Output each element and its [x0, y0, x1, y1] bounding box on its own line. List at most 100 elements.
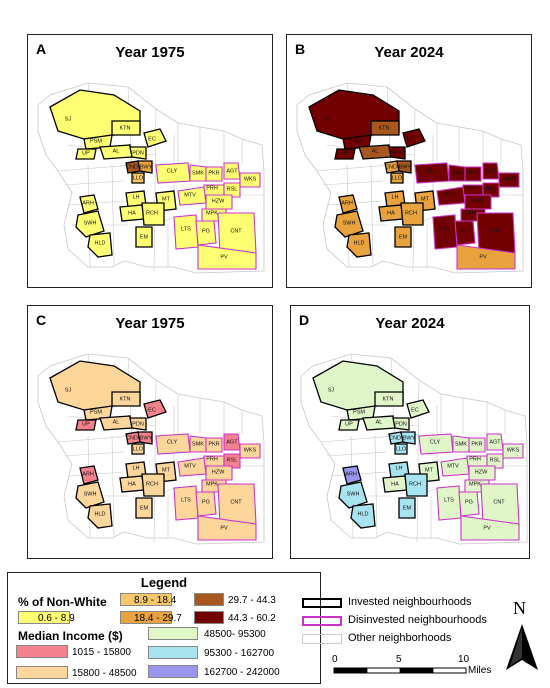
neighbourhood-pkr — [468, 437, 486, 453]
neighbourhood-label: ARH — [345, 471, 357, 477]
neighbourhood-em — [398, 497, 416, 519]
nonwhite-swatch — [18, 611, 70, 624]
neighbourhood-label: PSM — [353, 409, 365, 415]
neighbourhood-label: EC — [411, 407, 419, 413]
neighbourhood-ktn — [111, 120, 141, 136]
neighbourhood-bwy — [400, 431, 416, 445]
neighbourhood-label: HZW — [475, 469, 488, 475]
neighbourhood-label: BWY — [403, 435, 416, 441]
neighbourhood-label: CND — [126, 435, 138, 441]
nonwhite-class-label: 8.9 - 18.4 — [134, 595, 177, 606]
neighbourhood-pkr — [205, 166, 223, 182]
neighbourhood-label: CLY — [426, 168, 437, 174]
income-class-label: 15800 - 48500 — [72, 668, 137, 679]
neighbourhood-label: AGT — [226, 439, 238, 445]
neighbourhood-label: CND — [126, 164, 138, 170]
neighbourhood-label: RCH — [409, 481, 421, 487]
neighbourhood-label: LTS — [444, 497, 454, 503]
panel-label: D — [299, 312, 310, 328]
neighbourhood-label: PKR — [471, 441, 482, 447]
other-neighbourhood-boundary — [370, 164, 374, 266]
income-class-label: 95300 - 162700 — [204, 648, 275, 659]
other-neighbourhood-boundary — [111, 164, 115, 266]
neighbourhood-pdn — [129, 146, 147, 160]
neighbourhood-label: UP — [82, 150, 90, 156]
neighbourhood-label: KTN — [120, 125, 131, 131]
neighbourhood-label: PG — [202, 228, 210, 234]
income-swatch — [148, 646, 198, 659]
neighbourhood-ktn — [111, 391, 141, 407]
neighbourhood-label: CLY — [167, 168, 178, 174]
neighbourhood-hzw — [205, 465, 233, 481]
neighbourhood-label: PKR — [208, 170, 219, 176]
neighbourhood-label: CND — [385, 164, 397, 170]
neighbourhood-pdn — [388, 146, 406, 160]
other-neighbourhood-boundary — [322, 180, 384, 186]
neighbourhood-label: SWH — [343, 220, 356, 226]
income-swatch — [16, 645, 68, 658]
neighbourhood-label: ARH — [82, 200, 94, 206]
neighbourhood-llo — [390, 172, 404, 184]
nonwhite-swatch — [120, 611, 172, 624]
neighbourhood-label: HA — [391, 481, 399, 487]
neighbourhood-wks — [502, 443, 524, 459]
legend-title: Legend — [140, 575, 188, 590]
neighbourhood-label: SMK — [451, 170, 463, 176]
other-boundary-swatch — [302, 634, 342, 644]
neighbourhood-label: UP — [341, 150, 349, 156]
neighbourhood-pg — [195, 220, 217, 246]
income-swatch — [148, 627, 198, 640]
invested-boundary-label: Invested neighbourhoods — [348, 596, 472, 608]
neighbourhood-hld — [346, 232, 372, 258]
neighbourhood-label: LH — [132, 194, 139, 200]
neighbourhood-label: HLD — [357, 511, 368, 517]
neighbourhood-label: AL — [376, 419, 383, 425]
neighbourhood-hld — [87, 232, 113, 258]
neighbourhood-label: SJ — [65, 387, 72, 393]
neighbourhood-up — [75, 419, 97, 431]
neighbourhood-label: HLD — [94, 511, 105, 517]
neighbourhood-label: MTV — [443, 192, 455, 198]
neighbourhood-label: EM — [140, 234, 149, 240]
disinvested-boundary-swatch — [302, 616, 342, 626]
neighbourhood-label: WKS — [503, 176, 516, 182]
neighbourhood-label: CND — [389, 435, 401, 441]
neighbourhood-label: CNT — [230, 499, 242, 505]
neighbourhood-label: HZW — [471, 198, 484, 204]
disinvested-boundary-label: Disinvested neighbourhoods — [348, 614, 487, 626]
neighbourhood-label: SMK — [192, 170, 204, 176]
neighbourhood-label: PDN — [132, 150, 144, 156]
neighbourhood-rch — [404, 473, 428, 497]
neighbourhood-label: ARH — [82, 471, 94, 477]
legend-box: Legend % of Non-White 0.6 - 8.9 8.9 - 18… — [7, 572, 321, 684]
other-boundary-label: Other neighborhoods — [348, 632, 452, 644]
neighbourhood-label: KTN — [383, 396, 394, 402]
map-panel-a: A Year 1975 SJ PSM KTN EC UP AL PDN CND BWY LLO CL… — [27, 34, 273, 288]
neighbourhood-label: EM — [399, 234, 408, 240]
neighbourhood-label: EC — [407, 136, 415, 142]
invested-boundary-swatch — [302, 598, 342, 608]
neighbourhood-pkr — [205, 437, 223, 453]
panel-label: C — [36, 312, 47, 328]
nonwhite-swatch — [120, 593, 172, 606]
neighbourhood-label: AL — [113, 148, 120, 154]
neighbourhood-label: PV — [483, 525, 491, 531]
neighbourhood-label: SWH — [347, 491, 360, 497]
neighbourhood-wks — [239, 172, 261, 188]
neighbourhood-label: PKR — [208, 441, 219, 447]
scale-tick: 10 — [458, 654, 470, 665]
income-class-label: 48500- 95300 — [204, 629, 266, 640]
scale-tick: 5 — [396, 654, 402, 665]
neighbourhood-wks — [498, 172, 520, 188]
neighbourhood-label: PV — [479, 254, 487, 260]
neighbourhood-label: LH — [391, 194, 398, 200]
neighbourhood-label: PKR — [467, 170, 478, 176]
neighbourhood-ec — [402, 128, 426, 148]
neighbourhood-label: PDN — [391, 150, 403, 156]
neighbourhood-label: AGT — [485, 168, 497, 174]
neighbourhood-label: MTV — [447, 463, 459, 469]
neighbourhood-label: SJ — [324, 116, 331, 122]
scale-unit: Miles — [468, 665, 492, 676]
neighbourhood-label: PV — [220, 254, 228, 260]
neighbourhood-label: PSM — [90, 138, 102, 144]
